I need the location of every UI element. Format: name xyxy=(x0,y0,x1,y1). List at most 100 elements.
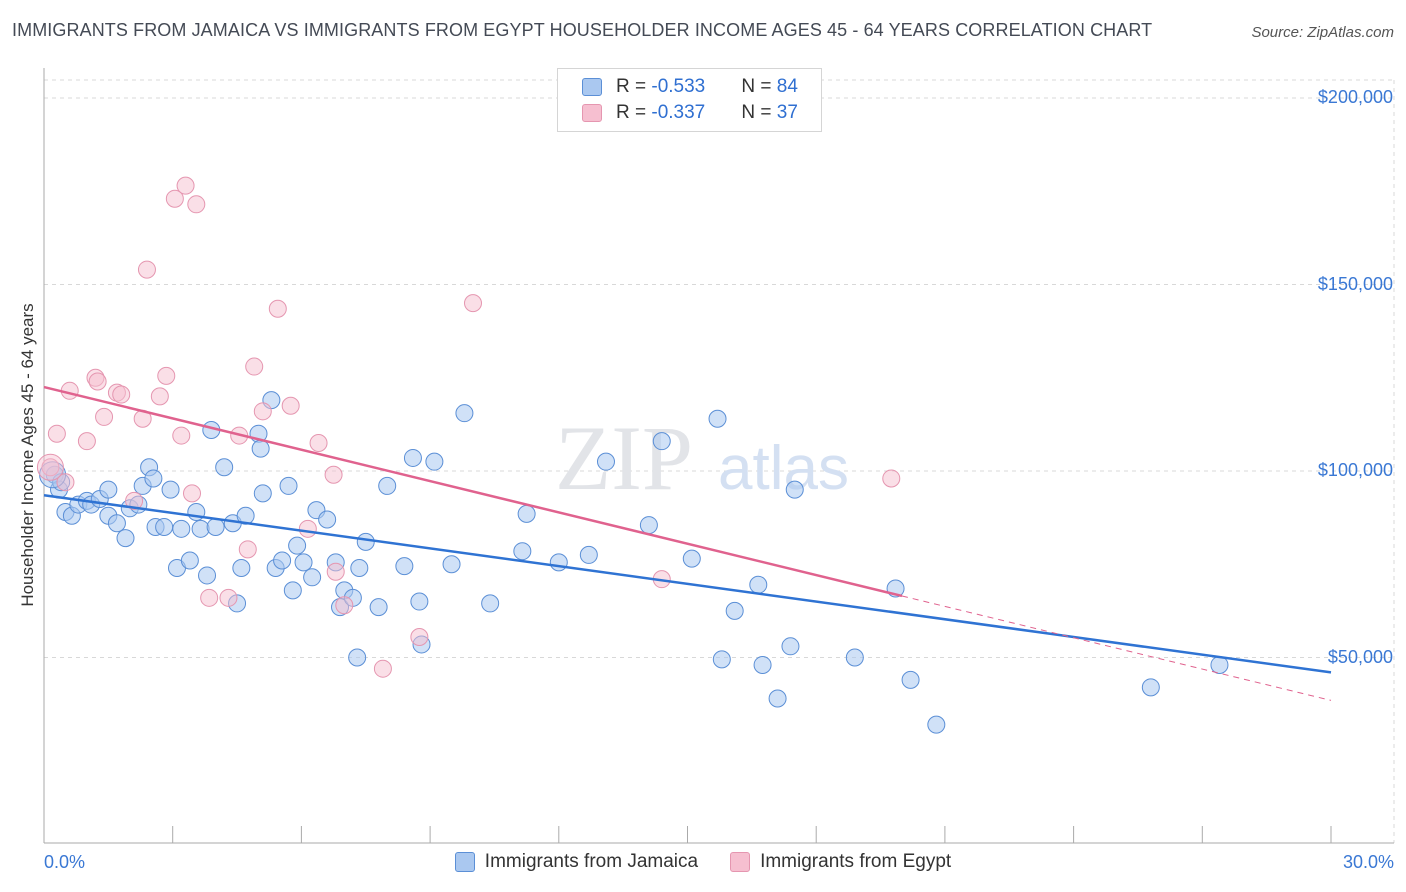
jamaica-point xyxy=(369,598,388,617)
egypt-point xyxy=(238,540,257,559)
jamaica-point xyxy=(517,504,536,523)
egypt-swatch xyxy=(582,104,602,122)
jamaica-swatch xyxy=(582,78,602,96)
egypt-point xyxy=(268,299,287,318)
x-tick-label: 30.0% xyxy=(1342,852,1394,872)
egypt-point xyxy=(77,432,96,451)
jamaica-point xyxy=(725,601,744,620)
jamaica-point xyxy=(318,510,337,529)
r-label: R = xyxy=(616,76,652,97)
jamaica-point xyxy=(273,551,292,570)
legend-label-egypt: Immigrants from Egypt xyxy=(760,851,952,872)
trend-line-egypt xyxy=(43,385,903,598)
jamaica-point xyxy=(107,514,126,533)
jamaica-point xyxy=(481,594,500,613)
egypt-point xyxy=(150,387,169,406)
jamaica-point xyxy=(781,637,800,656)
jamaica-point xyxy=(303,568,322,587)
egypt-point xyxy=(112,385,131,404)
jamaica-point xyxy=(442,555,461,574)
egypt-point xyxy=(219,588,238,607)
egypt-point xyxy=(335,596,354,615)
legend-row-egypt: R = -0.337 N = 37 xyxy=(582,100,798,126)
jamaica-point xyxy=(144,469,163,488)
jamaica-point xyxy=(215,458,234,477)
egypt-swatch xyxy=(730,852,751,872)
jamaica-point xyxy=(927,715,946,734)
n-value: 37 xyxy=(776,102,798,123)
egypt-point xyxy=(56,473,75,492)
jamaica-point xyxy=(785,480,804,499)
jamaica-point xyxy=(180,551,199,570)
egypt-point xyxy=(281,396,300,415)
jamaica-point xyxy=(708,409,727,428)
r-label: R = xyxy=(616,102,652,123)
egypt-point xyxy=(176,176,195,195)
jamaica-point xyxy=(191,519,210,538)
jamaica-point xyxy=(901,670,920,689)
jamaica-point xyxy=(294,553,313,572)
jamaica-point xyxy=(596,452,615,471)
jamaica-point xyxy=(1141,678,1160,697)
egypt-point xyxy=(187,195,206,214)
egypt-point xyxy=(36,453,64,481)
n-label: N = xyxy=(741,76,777,97)
jamaica-point xyxy=(348,648,367,667)
source-label: Source: ZipAtlas.com xyxy=(1251,24,1394,41)
y-tick-label: $200,000 xyxy=(1317,87,1393,107)
egypt-point xyxy=(137,260,156,279)
series-legend: Immigrants from Jamaica Immigrants from … xyxy=(0,851,1406,873)
egypt-point xyxy=(200,588,219,607)
y-tick-label: $50,000 xyxy=(1327,646,1393,667)
egypt-point xyxy=(47,424,66,443)
jamaica-point xyxy=(652,432,671,451)
r-value: -0.533 xyxy=(651,76,706,97)
jamaica-point xyxy=(712,650,731,669)
egypt-point xyxy=(324,465,343,484)
jamaica-point xyxy=(549,553,568,572)
egypt-point xyxy=(410,627,429,646)
jamaica-point xyxy=(198,566,217,585)
jamaica-point xyxy=(395,557,414,576)
jamaica-point xyxy=(99,480,118,499)
jamaica-point xyxy=(283,581,302,600)
jamaica-point xyxy=(155,517,174,536)
egypt-point xyxy=(157,366,176,385)
jamaica-point xyxy=(455,404,474,423)
jamaica-point xyxy=(579,545,598,564)
egypt-point xyxy=(298,519,317,538)
n-value: 84 xyxy=(776,76,798,97)
egypt-point xyxy=(41,458,60,477)
jamaica-point xyxy=(251,439,270,458)
trend-line-egypt-extension xyxy=(901,595,1332,701)
y-tick-label: $100,000 xyxy=(1317,460,1393,480)
egypt-point xyxy=(253,402,272,421)
egypt-point xyxy=(88,372,107,391)
legend-item-egypt[interactable]: Immigrants from Egypt xyxy=(730,851,951,873)
n-label: N = xyxy=(741,102,777,123)
correlation-legend: R = -0.533 N = 84 R = -0.337 N = 37 xyxy=(557,68,822,132)
egypt-point xyxy=(172,426,191,445)
jamaica-point xyxy=(410,592,429,611)
r-value: -0.337 xyxy=(651,102,706,123)
jamaica-point xyxy=(425,452,444,471)
watermark: ZIP atlas xyxy=(555,407,849,509)
jamaica-swatch xyxy=(454,852,475,872)
legend-row-jamaica: R = -0.533 N = 84 xyxy=(582,74,798,100)
series-egypt xyxy=(36,176,901,678)
jamaica-point xyxy=(288,536,307,555)
legend-item-jamaica[interactable]: Immigrants from Jamaica xyxy=(454,851,698,873)
egypt-point xyxy=(165,189,184,208)
jamaica-point xyxy=(206,517,225,536)
jamaica-point xyxy=(639,516,658,535)
jamaica-point xyxy=(749,575,768,594)
jamaica-point xyxy=(513,542,532,561)
jamaica-point xyxy=(682,549,701,568)
egypt-point xyxy=(183,484,202,503)
egypt-point xyxy=(245,357,264,376)
x-tick-label: 0.0% xyxy=(44,852,86,872)
jamaica-point xyxy=(753,655,772,674)
y-tick-label: $150,000 xyxy=(1317,273,1393,294)
watermark-atlas: atlas xyxy=(718,434,849,503)
